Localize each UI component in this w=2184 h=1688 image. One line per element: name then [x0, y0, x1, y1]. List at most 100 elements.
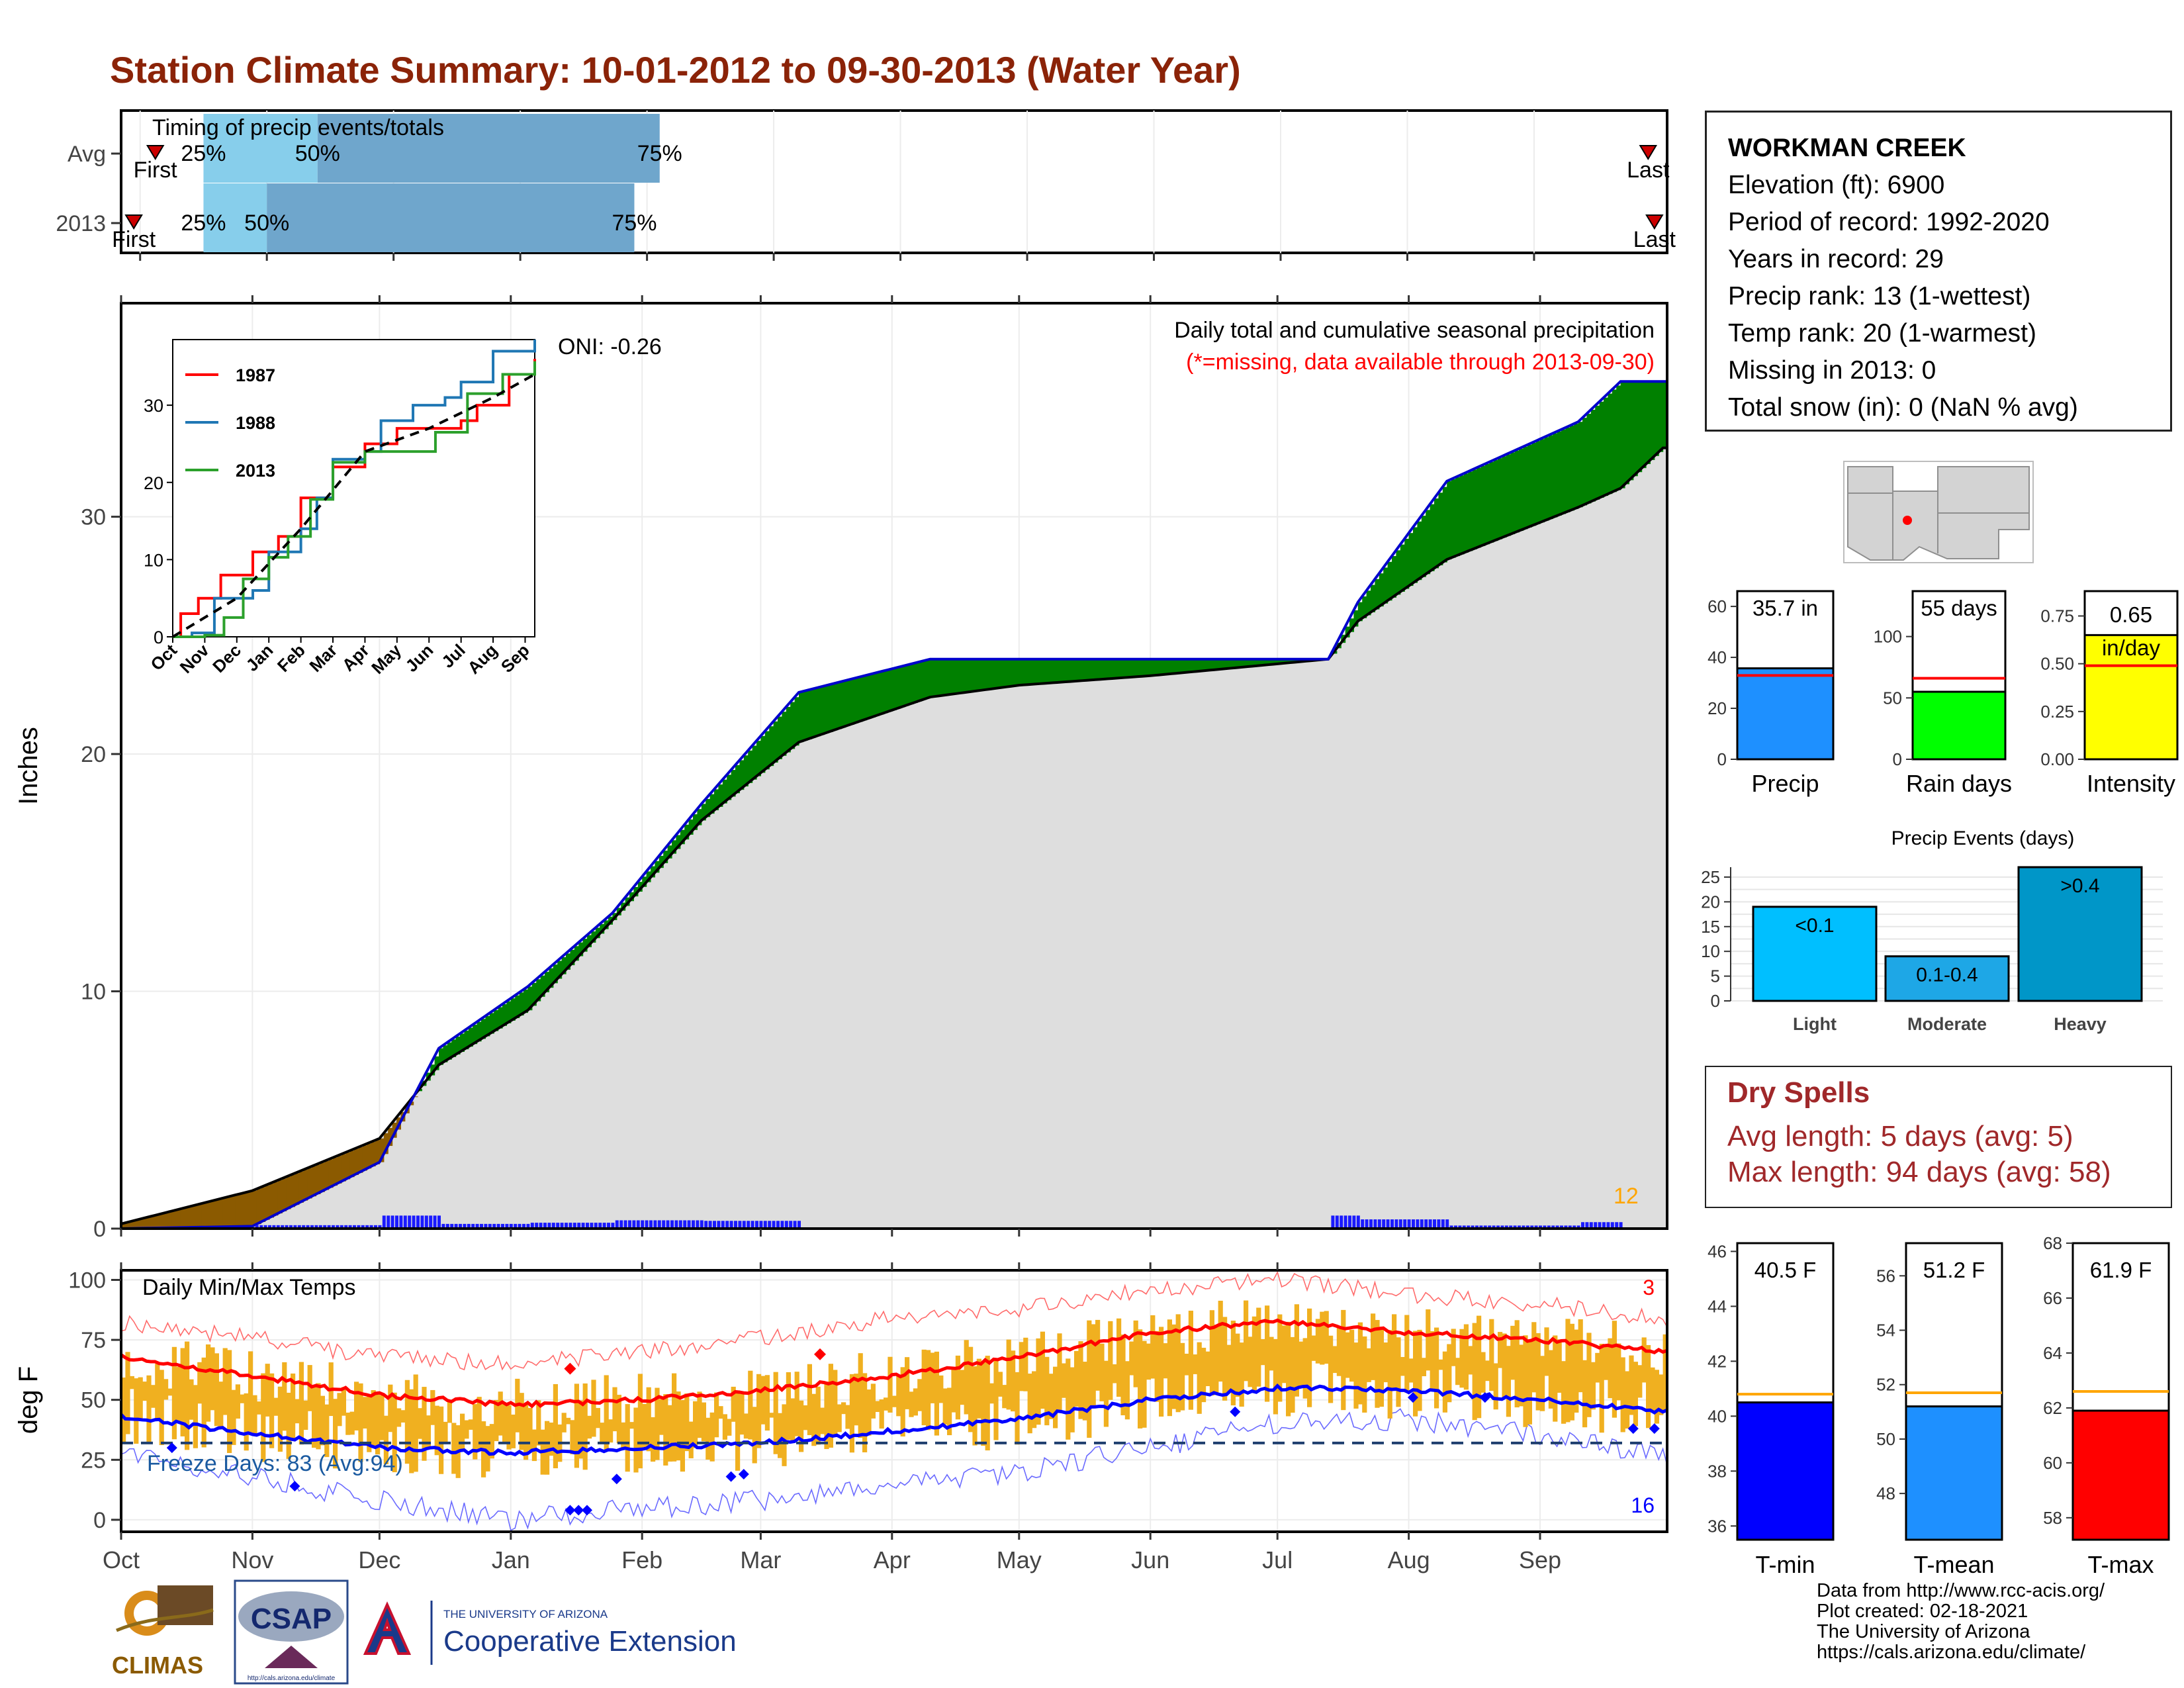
daily-temp-bar	[1095, 1319, 1101, 1391]
precip-missing-note: (*=missing, data available through 2013-…	[1186, 350, 1655, 375]
avg-cumulative-line	[120, 446, 1667, 1225]
wetter-than-avg-band	[760, 735, 766, 773]
daily-temp-bar	[1366, 1348, 1371, 1382]
daily-temp-bar	[1209, 1310, 1214, 1396]
daily-temp-bar	[578, 1400, 584, 1459]
precip-count-label: 12	[1614, 1184, 1639, 1209]
daily-temp-bar	[642, 1403, 647, 1447]
wetter-than-avg-band	[637, 882, 643, 892]
drier-than-avg-band	[180, 1209, 185, 1228]
wetter-than-avg-band	[545, 972, 549, 992]
daily-temp-bar	[1574, 1329, 1579, 1413]
daily-temp-bar	[1163, 1343, 1168, 1379]
wetter-than-avg-band	[786, 706, 791, 753]
daily-precip-bar	[505, 1223, 509, 1229]
wetter-than-avg-band	[926, 660, 931, 699]
drier-than-avg-band	[189, 1206, 194, 1228]
wetter-than-avg-band	[1205, 659, 1210, 671]
daily-temp-bar	[1103, 1360, 1109, 1427]
daily-precip-bar	[353, 1225, 356, 1229]
daily-precip-bar	[272, 1225, 276, 1229]
daily-temp-bar	[1544, 1327, 1549, 1376]
events-y-tick-label: 25	[1701, 867, 1720, 887]
wetter-than-avg-band	[1281, 659, 1287, 664]
wetter-than-avg-band	[481, 1019, 486, 1039]
daily-precip-bar	[340, 1225, 343, 1229]
drier-than-avg-band	[383, 1133, 388, 1154]
record-low-marker	[611, 1474, 622, 1485]
daily-precip-bar	[1449, 1225, 1453, 1229]
daily-temp-bar	[134, 1378, 139, 1444]
last-event-label: Last	[1627, 158, 1670, 183]
record-low-marker	[1408, 1392, 1418, 1403]
daily-temp-bar	[1146, 1343, 1151, 1380]
daily-temp-bar	[371, 1390, 376, 1448]
daily-precip-bar	[1543, 1225, 1547, 1229]
wetter-than-avg-band	[1209, 659, 1214, 671]
temp-bar-1	[1905, 1405, 2003, 1541]
wetter-than-avg-band	[879, 672, 884, 715]
summary-bar-tick-label: 20	[1707, 698, 1727, 718]
daily-precip-bar	[348, 1225, 352, 1229]
wetter-than-avg-band	[1463, 473, 1469, 553]
wetter-than-avg-band	[960, 659, 965, 694]
events-y-tick-label: 15	[1701, 917, 1720, 937]
daily-temp-bar	[582, 1383, 588, 1470]
temp-x-tick-label: Aug	[1388, 1546, 1430, 1573]
wetter-than-avg-band	[1251, 659, 1257, 667]
wetter-than-avg-band	[1371, 585, 1375, 613]
drier-than-avg-band	[159, 1214, 164, 1228]
wetter-than-avg-band	[1112, 659, 1117, 679]
summary-bar-label: Intensity	[2087, 770, 2175, 797]
daily-temp-bar	[875, 1401, 880, 1413]
temp-bar-2	[2071, 1409, 2170, 1541]
wetter-than-avg-band	[875, 673, 880, 716]
summary-bar-label: Precip	[1751, 770, 1819, 797]
daily-temp-bar	[282, 1362, 287, 1431]
wetter-than-avg-band	[1438, 492, 1443, 566]
daily-temp-bar	[1430, 1331, 1435, 1389]
wetter-than-avg-band	[451, 1039, 457, 1057]
daily-temp-bar	[146, 1375, 152, 1442]
temp-bar-tick-label: 66	[2043, 1288, 2062, 1308]
inset-y-tick-label: 0	[154, 628, 163, 647]
daily-precip-bar	[1576, 1225, 1580, 1229]
drier-than-avg-band	[273, 1182, 279, 1216]
daily-temp-bar	[273, 1397, 279, 1416]
wetter-than-avg-band	[1408, 533, 1414, 586]
precip-events-chart: Precip Events (days) <0.1 Light 0.1-0.4 Mode…	[1701, 827, 2163, 1034]
temp-y-tick-label: 25	[81, 1448, 106, 1473]
precip-panel: 0 10 20 30 Inches ONI: -0.26 Daily total an…	[14, 295, 1668, 1242]
daily-temp-bar	[1175, 1314, 1181, 1413]
daily-temp-bar	[121, 1377, 126, 1444]
credits: Data from http://www.rcc-acis.org/ Plot …	[1817, 1581, 2105, 1663]
daily-temp-bar	[1371, 1313, 1376, 1380]
daily-precip-bar	[780, 1221, 784, 1229]
daily-temp-bar	[1375, 1320, 1380, 1408]
daily-temp-bar	[375, 1394, 381, 1455]
daily-temp-bar	[1311, 1335, 1316, 1361]
record-high-count: 3	[1643, 1276, 1655, 1299]
daily-temp-bar	[676, 1391, 681, 1461]
daily-precip-bar	[793, 1221, 797, 1229]
daily-temp-bar	[138, 1377, 143, 1419]
drier-than-avg-band	[324, 1160, 330, 1190]
daily-precip-bar	[496, 1223, 500, 1229]
daily-temp-bar	[837, 1404, 842, 1432]
daily-temp-bar	[1027, 1374, 1032, 1434]
temp-y-tick-label: 50	[81, 1388, 106, 1413]
wetter-than-avg-band	[1074, 659, 1079, 682]
daily-temp-bar	[1459, 1329, 1465, 1388]
daily-temp-bar	[1226, 1344, 1232, 1393]
daily-temp-bar	[705, 1417, 711, 1460]
wetter-than-avg-band	[1154, 659, 1160, 676]
daily-temp-bar	[307, 1365, 312, 1411]
daily-temp-bar	[1324, 1311, 1329, 1364]
wetter-than-avg-band	[1108, 659, 1113, 679]
temp-bar-label: T-max	[2087, 1551, 2154, 1578]
daily-temp-bar	[587, 1415, 592, 1439]
timing-quantile-label: 50%	[244, 211, 289, 236]
wetter-than-avg-band	[1569, 426, 1574, 511]
wetter-than-avg-band	[938, 659, 944, 696]
events-bar-heavy	[2017, 866, 2143, 1002]
